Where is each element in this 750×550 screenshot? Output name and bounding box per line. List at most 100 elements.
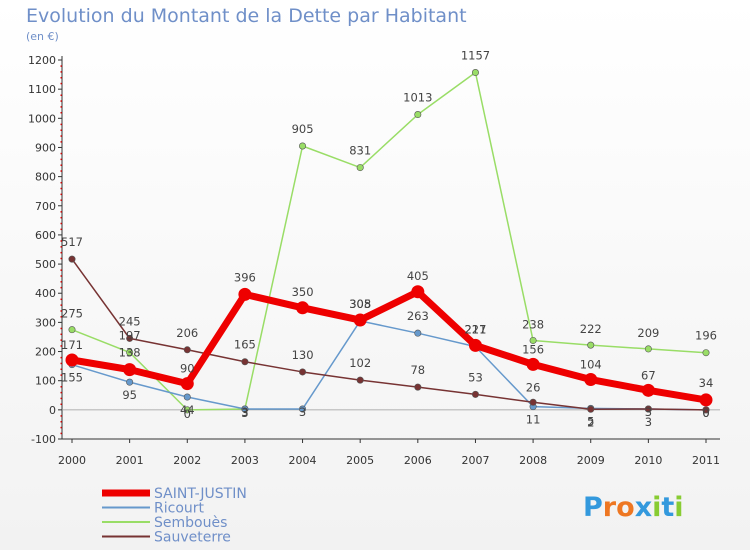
data-point [644, 405, 652, 413]
y-tick-label: 1100 [28, 83, 56, 96]
data-label: 222 [580, 322, 602, 336]
data-point [126, 334, 134, 342]
data-point [471, 390, 479, 398]
axes: -100010020030040050060070080090010001100… [28, 54, 720, 467]
y-minor-tick [60, 106, 62, 108]
legend-label: Sauveterre [154, 530, 231, 546]
y-minor-tick [60, 141, 62, 143]
chart-title: Evolution du Montant de la Dette par Hab… [26, 5, 467, 27]
y-minor-tick [60, 152, 62, 155]
y-minor-tick [60, 94, 62, 96]
data-point [68, 255, 76, 263]
x-tick-label: 2008 [519, 454, 547, 467]
data-label: 350 [292, 285, 314, 299]
x-tick-label: 2002 [173, 454, 201, 467]
y-minor-tick [60, 199, 62, 201]
data-label: 156 [522, 342, 544, 356]
y-minor-tick [60, 345, 62, 347]
y-minor-tick [60, 123, 62, 126]
data-label: 831 [349, 144, 371, 158]
data-point [126, 348, 134, 356]
y-minor-tick [60, 386, 62, 388]
data-label: 517 [61, 235, 83, 249]
data-point [299, 405, 307, 413]
y-minor-tick [60, 333, 62, 336]
series-layer [65, 69, 713, 414]
legend-label: Sembouès [154, 515, 227, 531]
y-minor-tick [60, 100, 62, 102]
y-tick-label: 600 [35, 229, 56, 242]
data-point [126, 378, 134, 386]
y-tick-label: 700 [35, 200, 56, 213]
y-minor-tick [60, 397, 62, 400]
data-label: 196 [695, 329, 717, 343]
data-point [183, 346, 191, 354]
data-label: 3 [241, 405, 248, 419]
data-label: 263 [407, 309, 429, 323]
data-point [241, 405, 249, 413]
data-point [471, 69, 479, 77]
y-minor-tick [60, 391, 62, 394]
x-tick-label: 2007 [461, 454, 489, 467]
data-point [296, 301, 310, 315]
data-label: 130 [292, 348, 314, 362]
data-point [414, 329, 422, 337]
y-tick-label: -100 [31, 433, 56, 446]
y-minor-tick [60, 432, 62, 435]
data-point [526, 357, 540, 371]
y-minor-tick [60, 304, 62, 306]
y-minor-tick [60, 240, 62, 242]
y-tick-label: 400 [35, 287, 56, 300]
y-minor-tick [60, 362, 62, 365]
data-point [702, 406, 710, 414]
data-label: 238 [522, 317, 544, 331]
data-label: 305 [349, 297, 371, 311]
y-minor-tick [60, 76, 62, 79]
data-point [356, 376, 364, 384]
y-minor-tick [60, 339, 62, 341]
data-label: 155 [61, 371, 83, 385]
y-minor-tick [60, 158, 62, 161]
data-label: 3 [241, 406, 248, 420]
data-label: 1157 [461, 49, 490, 63]
data-point [584, 373, 598, 387]
data-point [411, 285, 425, 299]
x-tick-label: 2010 [634, 454, 662, 467]
y-minor-tick [60, 269, 62, 271]
data-label: 67 [641, 368, 656, 382]
data-label: 197 [119, 328, 141, 342]
series-line-ricourt [71, 320, 707, 411]
data-label: 165 [234, 338, 256, 352]
y-minor-tick [60, 65, 62, 67]
data-label: 3 [645, 415, 652, 429]
data-point [529, 398, 537, 406]
y-minor-tick [60, 129, 62, 131]
legend-label: Ricourt [154, 501, 205, 517]
y-minor-tick [60, 356, 62, 359]
y-minor-tick [60, 281, 62, 283]
x-tick-label: 2011 [692, 454, 720, 467]
data-label: 34 [699, 376, 714, 390]
y-tick-label: 0 [49, 404, 56, 417]
data-point [587, 405, 595, 413]
data-label: 104 [580, 358, 602, 372]
data-label: 5 [587, 414, 594, 428]
data-label: 0 [702, 406, 709, 420]
data-label: 44 [180, 403, 195, 417]
data-label: 206 [176, 326, 198, 340]
y-minor-tick [60, 310, 62, 312]
legend-label: SAINT-JUSTIN [154, 486, 247, 502]
data-label: 396 [234, 270, 256, 284]
data-label: 171 [61, 338, 83, 352]
y-minor-tick [60, 298, 62, 301]
y-minor-tick [60, 111, 62, 114]
data-label: 95 [122, 388, 137, 402]
data-point [414, 383, 422, 391]
y-minor-tick [60, 426, 62, 429]
y-minor-tick [60, 187, 62, 190]
data-label: 275 [61, 307, 83, 321]
y-minor-tick [60, 216, 62, 219]
x-tick-label: 2004 [289, 454, 317, 467]
data-label: 209 [637, 326, 659, 340]
